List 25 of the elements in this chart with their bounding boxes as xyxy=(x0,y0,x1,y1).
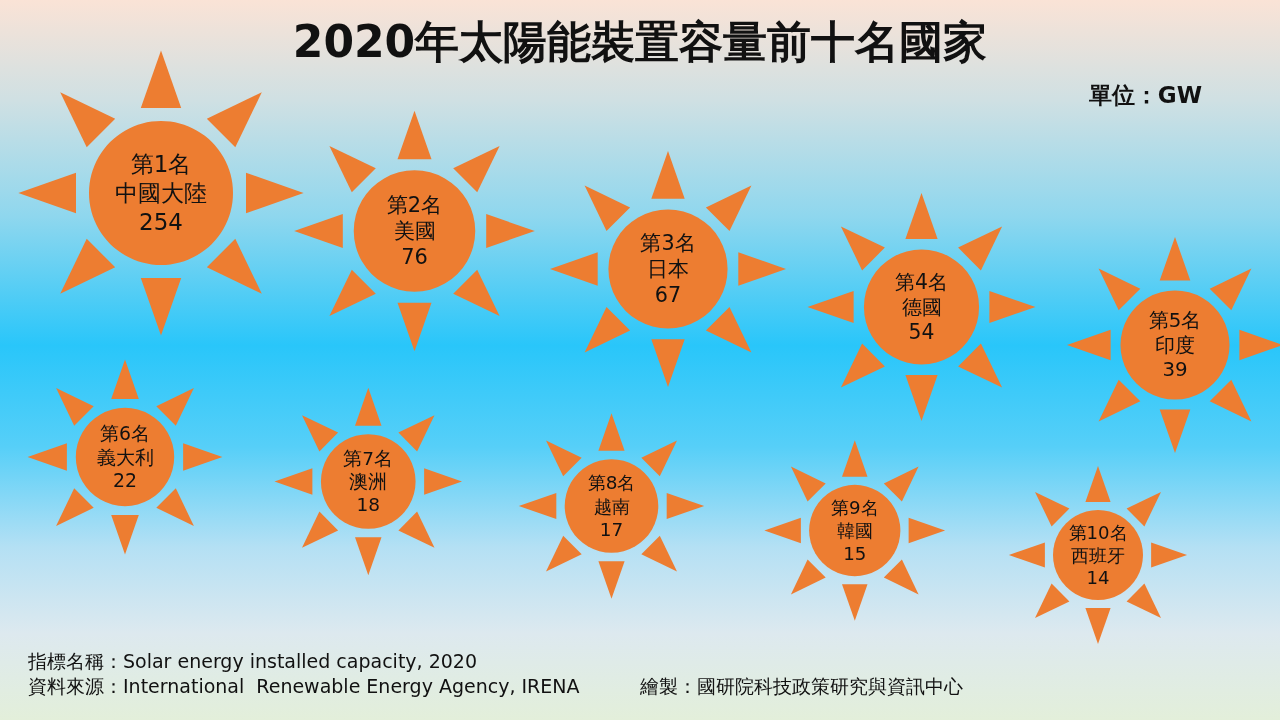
category-label: 第3名日本 xyxy=(640,231,696,281)
category-label: 第6名義大利 xyxy=(96,422,154,468)
data-label: 67 xyxy=(654,282,682,307)
data-label: 39 xyxy=(1162,358,1188,382)
data-label: 54 xyxy=(908,320,935,345)
category-label: 第1名中國大陸 xyxy=(115,151,207,206)
data-label: 18 xyxy=(356,494,381,516)
data-label: 254 xyxy=(139,208,183,235)
category-label: 第5名印度 xyxy=(1148,308,1202,357)
data-label: 15 xyxy=(843,542,867,564)
category-label: 第4名德國 xyxy=(895,269,948,319)
category-label: 第8名越南 xyxy=(587,472,636,517)
text: 繪製：國研院科技政策研究與資訊中心 xyxy=(639,675,963,697)
text: 指標名稱：Solar energy installed capacity, 2020 xyxy=(27,650,478,672)
data-label: 22 xyxy=(113,470,137,492)
category-label: 第7名澳洲 xyxy=(343,447,394,492)
data-label: 76 xyxy=(401,245,428,270)
data-label: 17 xyxy=(599,518,624,540)
text: 單位：GW xyxy=(1087,82,1202,108)
category-label: 第2名美國 xyxy=(386,192,443,243)
source-note: 資料來源：International Renewable Energy Agency, IRENA xyxy=(28,675,580,697)
data-label: 14 xyxy=(1086,567,1110,589)
text: 2020年太陽能裝置容量前十名國家 xyxy=(292,15,988,67)
category-label: 第10名西班牙 xyxy=(1068,521,1128,566)
category-label: 第9名韓國 xyxy=(830,497,879,541)
